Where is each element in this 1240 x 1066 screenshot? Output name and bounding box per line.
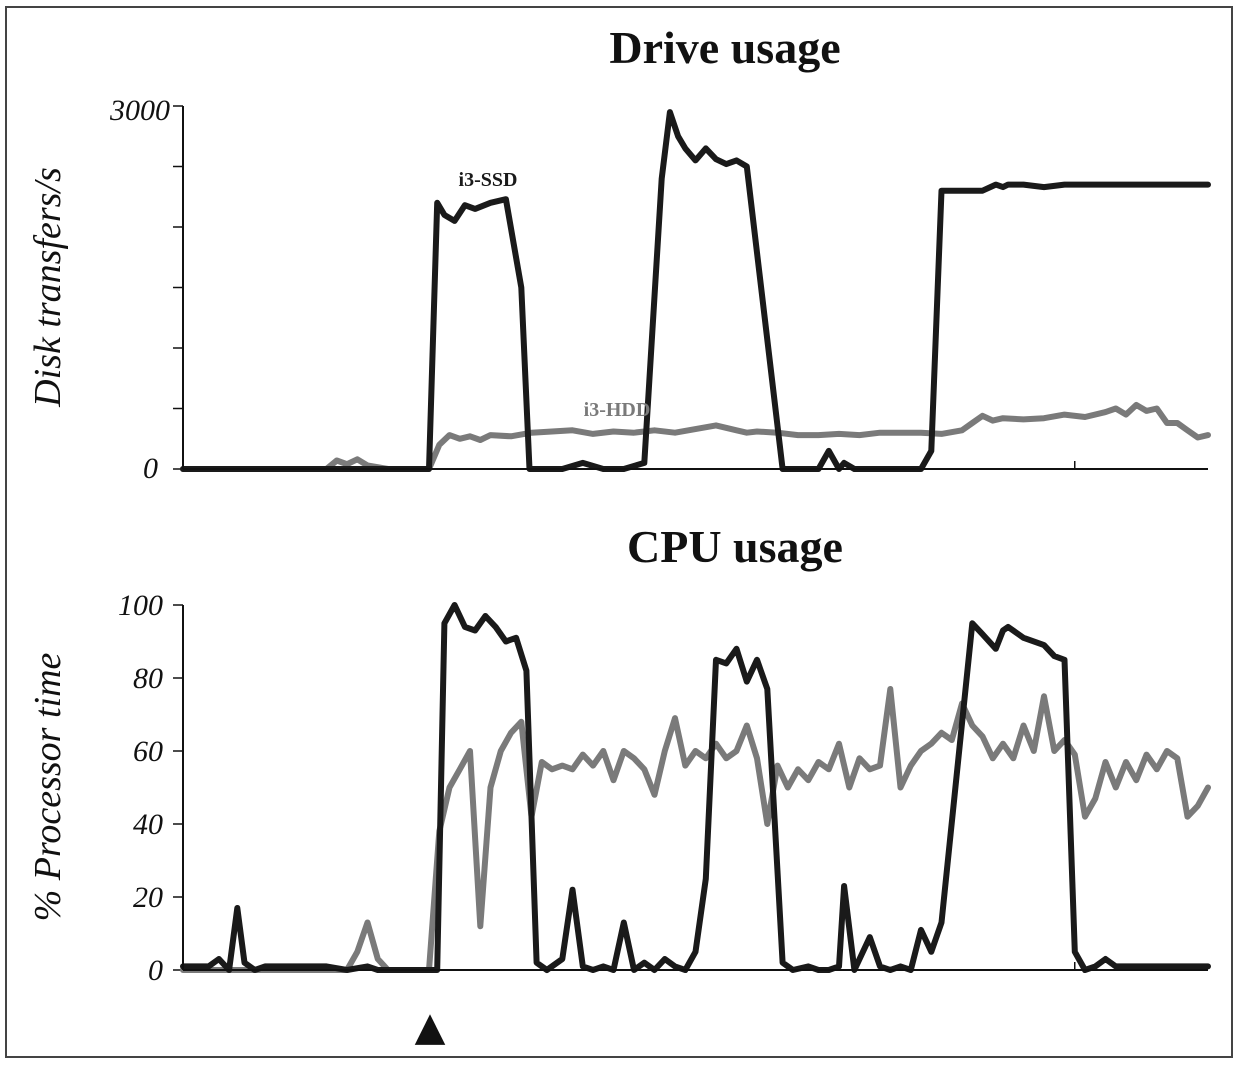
series-line-i3-hdd — [180, 401, 1211, 472]
y-tick-label: 40 — [133, 808, 163, 841]
y-tick-label-max: 3000 — [109, 94, 170, 127]
chart-title: Drive usage — [609, 22, 840, 73]
y-tick-label: 100 — [118, 589, 163, 622]
y-ticks — [173, 105, 183, 470]
chart-drive-usage: Drive usage Disk transfers/s 3000 0 i3-S… — [27, 22, 1211, 485]
series-label-i3-ssd: i3-SSD — [459, 169, 518, 191]
y-axis-label: Disk transfers/s — [27, 167, 69, 408]
y-tick-label: 60 — [133, 735, 163, 768]
start-marker-icon: ▲ — [415, 1004, 446, 1050]
y-tick-label: 0 — [148, 954, 163, 987]
y-tick-label: 20 — [133, 881, 163, 914]
figure-frame — [5, 6, 1233, 1058]
y-tick-label-min: 0 — [143, 452, 158, 485]
y-axis-label: % Processor time — [27, 652, 69, 921]
chart-title: CPU usage — [627, 521, 843, 572]
chart-cpu-usage: CPU usage % Processor time 020406080100 … — [27, 521, 1211, 1050]
y-tick-label: 80 — [133, 662, 163, 695]
y-tick-labels: 0 20 40 60 80 100 — [118, 589, 163, 987]
series-label-i3-hdd: i3-HDD — [584, 399, 651, 421]
y-ticks — [173, 604, 183, 971]
